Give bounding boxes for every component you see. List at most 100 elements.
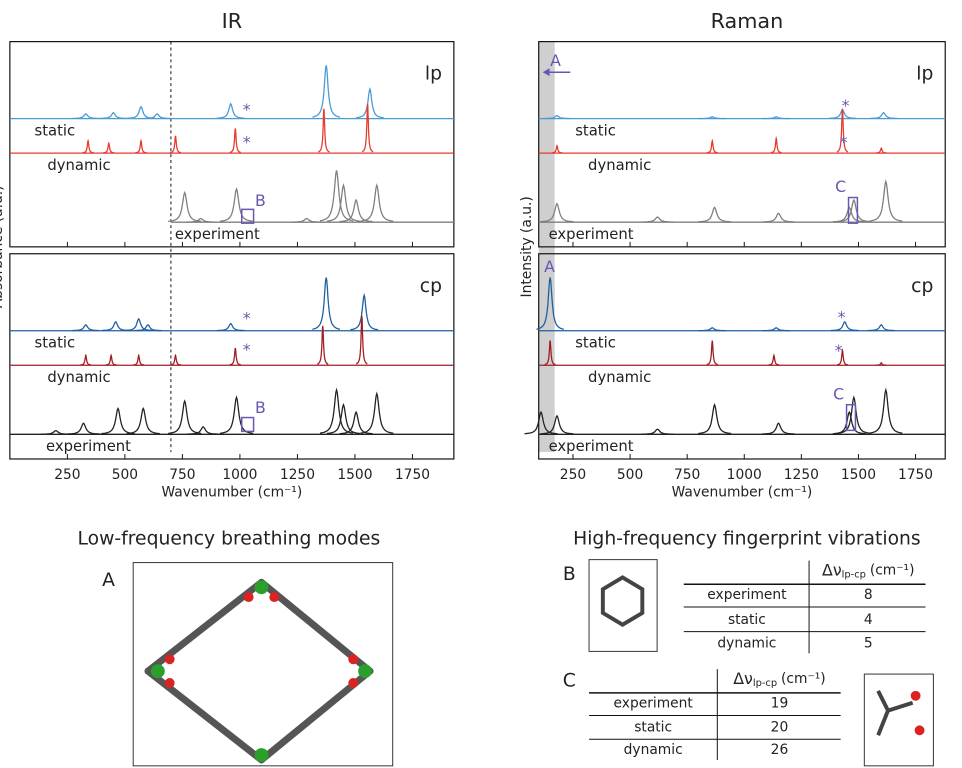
x-tick-label: 250 [560, 467, 586, 483]
peak [72, 324, 100, 332]
section-title: High-frequency fingerprint vibrations [573, 528, 921, 549]
peak [229, 347, 241, 366]
peak [134, 324, 162, 332]
annotation: * [243, 340, 251, 359]
subplot-label: lp [916, 64, 933, 85]
peak [350, 292, 379, 331]
peak [168, 399, 202, 435]
peak [762, 422, 795, 435]
row-label: dynamic [717, 635, 776, 651]
x-tick-label: 1000 [727, 467, 762, 483]
peak [551, 144, 563, 154]
subplot-label: cp [420, 276, 442, 297]
panel-title: IR [222, 9, 243, 33]
peak [319, 170, 354, 222]
arrow-head [542, 68, 550, 77]
peak [361, 103, 374, 153]
peak [105, 353, 117, 366]
section-label: A [102, 570, 115, 591]
peak [186, 426, 220, 435]
series-label: experiment [46, 438, 131, 455]
x-axis-label: Wavenumber (cm⁻¹) [162, 485, 303, 501]
subplot-frame [538, 41, 946, 248]
peak [339, 410, 373, 435]
peak [836, 108, 849, 153]
benzene-sketch [588, 559, 658, 652]
series-label: experiment [549, 226, 634, 243]
series-label: dynamic [588, 369, 651, 386]
section-title: Low-frequency breathing modes [78, 528, 381, 549]
peak [103, 141, 115, 154]
peak [101, 320, 130, 332]
header-subscript: lp-cp [753, 678, 777, 689]
annotation: B [255, 191, 266, 210]
series-label: static [35, 335, 76, 352]
peak [360, 183, 394, 222]
header-symbol: Δν [822, 560, 842, 579]
peak [830, 320, 859, 332]
annotation: * [243, 100, 251, 119]
annotation-box [845, 403, 857, 432]
peak [290, 217, 324, 223]
series-label: experiment [549, 438, 634, 455]
peak [101, 406, 135, 435]
peak [837, 395, 871, 434]
table-header: Δνlp-cp (cm⁻¹) [822, 560, 914, 580]
peak [355, 86, 384, 119]
peak [312, 65, 341, 118]
x-tick-label: 750 [674, 467, 700, 483]
series-label: static [35, 122, 76, 139]
peak [762, 116, 791, 120]
peak [326, 183, 361, 222]
table-label: B [563, 564, 576, 585]
row-label: static [634, 719, 672, 735]
peak [356, 315, 368, 365]
x-tick-label: 1750 [898, 467, 933, 483]
annotation: * [243, 133, 251, 152]
peak [124, 317, 153, 332]
peak [867, 324, 896, 332]
subplot-frame [9, 253, 455, 460]
peak [875, 147, 887, 154]
peak [706, 340, 718, 366]
peak [169, 135, 182, 154]
peak [640, 428, 674, 435]
x-axis-label: Wavenumber (cm⁻¹) [672, 485, 813, 501]
peak [168, 190, 202, 223]
row-label: experiment [707, 587, 787, 603]
row-value: 20 [771, 719, 789, 735]
x-tick-label: 1000 [222, 467, 257, 483]
annotation: * [840, 133, 848, 152]
peak [126, 406, 160, 435]
y-axis-label: Absorbance (a.u.) [0, 186, 6, 309]
y-axis-label: Intensity (a.u.) [519, 196, 535, 297]
peak [133, 353, 145, 366]
peak [706, 138, 719, 154]
peak [836, 348, 848, 366]
row-value: 26 [771, 742, 789, 758]
carboxyl-sketch [863, 673, 934, 767]
peak [869, 179, 903, 222]
peak [219, 395, 254, 434]
peak [72, 113, 100, 120]
row-value: 19 [771, 696, 789, 712]
peak [326, 402, 361, 435]
peak [768, 353, 780, 366]
table-label: C [563, 670, 576, 691]
series-label: dynamic [47, 157, 110, 174]
subplot-label: cp [911, 276, 933, 297]
subplot-frame [538, 253, 946, 460]
header-unit: (cm⁻¹) [781, 671, 826, 687]
row-label: dynamic [624, 742, 683, 758]
annotation: * [838, 307, 846, 326]
row-label: experiment [614, 696, 694, 712]
peak [544, 340, 556, 366]
x-tick-label: 1500 [841, 467, 876, 483]
panel-title: Raman [711, 9, 784, 33]
annotation: A [544, 257, 555, 276]
annotation: * [835, 341, 843, 360]
row-label: static [728, 612, 766, 628]
peak [339, 198, 373, 223]
annotation-box [240, 416, 255, 433]
